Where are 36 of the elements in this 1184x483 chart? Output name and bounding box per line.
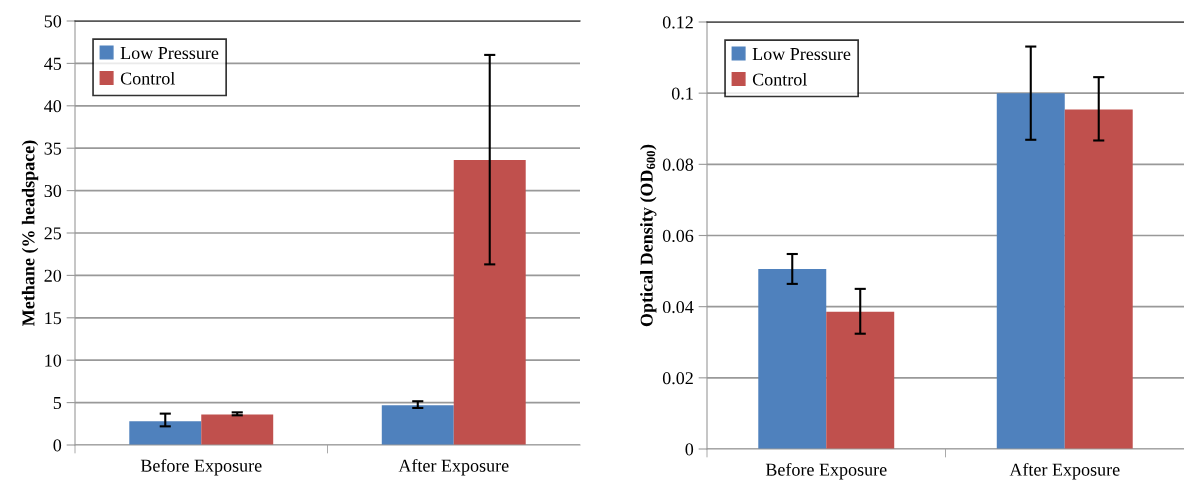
legend-label: Control [752, 72, 807, 86]
y-tick-label: 0 [685, 443, 694, 456]
x-tick-label: Before Exposure [765, 462, 887, 480]
x-tick-label: Before Exposure [140, 458, 262, 476]
y-tick-label: 30 [44, 184, 62, 198]
y-tick-label: 25 [44, 227, 62, 240]
y-tick-label: 0.06 [662, 229, 694, 243]
y-tick-label: 0.1 [671, 87, 693, 100]
x-tick-label: After Exposure [1009, 462, 1120, 480]
y-axis-title: Optical Density (OD$_{600}$) [640, 144, 657, 327]
bar [201, 414, 274, 445]
y-axis-title: Methane (% headspace) [21, 140, 39, 326]
x-tick-label: After Exposure [398, 458, 509, 476]
legend-label: Low Pressure [120, 47, 219, 60]
y-tick-label: 0.12 [662, 16, 693, 29]
y-tick-label: 0.02 [662, 372, 693, 385]
bar [826, 311, 895, 449]
legend-label: Control [120, 71, 175, 85]
y-tick-label: 0 [53, 439, 62, 452]
y-tick-label: 10 [45, 354, 62, 367]
bar [381, 405, 454, 445]
y-tick-label: 40 [44, 100, 62, 113]
y-tick-label: 20 [44, 269, 62, 282]
bar [996, 93, 1065, 449]
y-tick-label: 35 [44, 142, 62, 155]
bar [129, 421, 202, 445]
bar [1064, 109, 1133, 449]
y-tick-label: 0.08 [662, 158, 694, 171]
y-tick-label: 5 [53, 397, 62, 410]
y-tick-label: 45 [44, 57, 62, 70]
bar [453, 160, 526, 445]
y-tick-label: 50 [44, 15, 62, 28]
y-tick-label: 15 [45, 312, 62, 325]
legend-label: Low Pressure [752, 48, 851, 61]
y-tick-label: 0.04 [662, 300, 694, 314]
bar [758, 268, 827, 449]
